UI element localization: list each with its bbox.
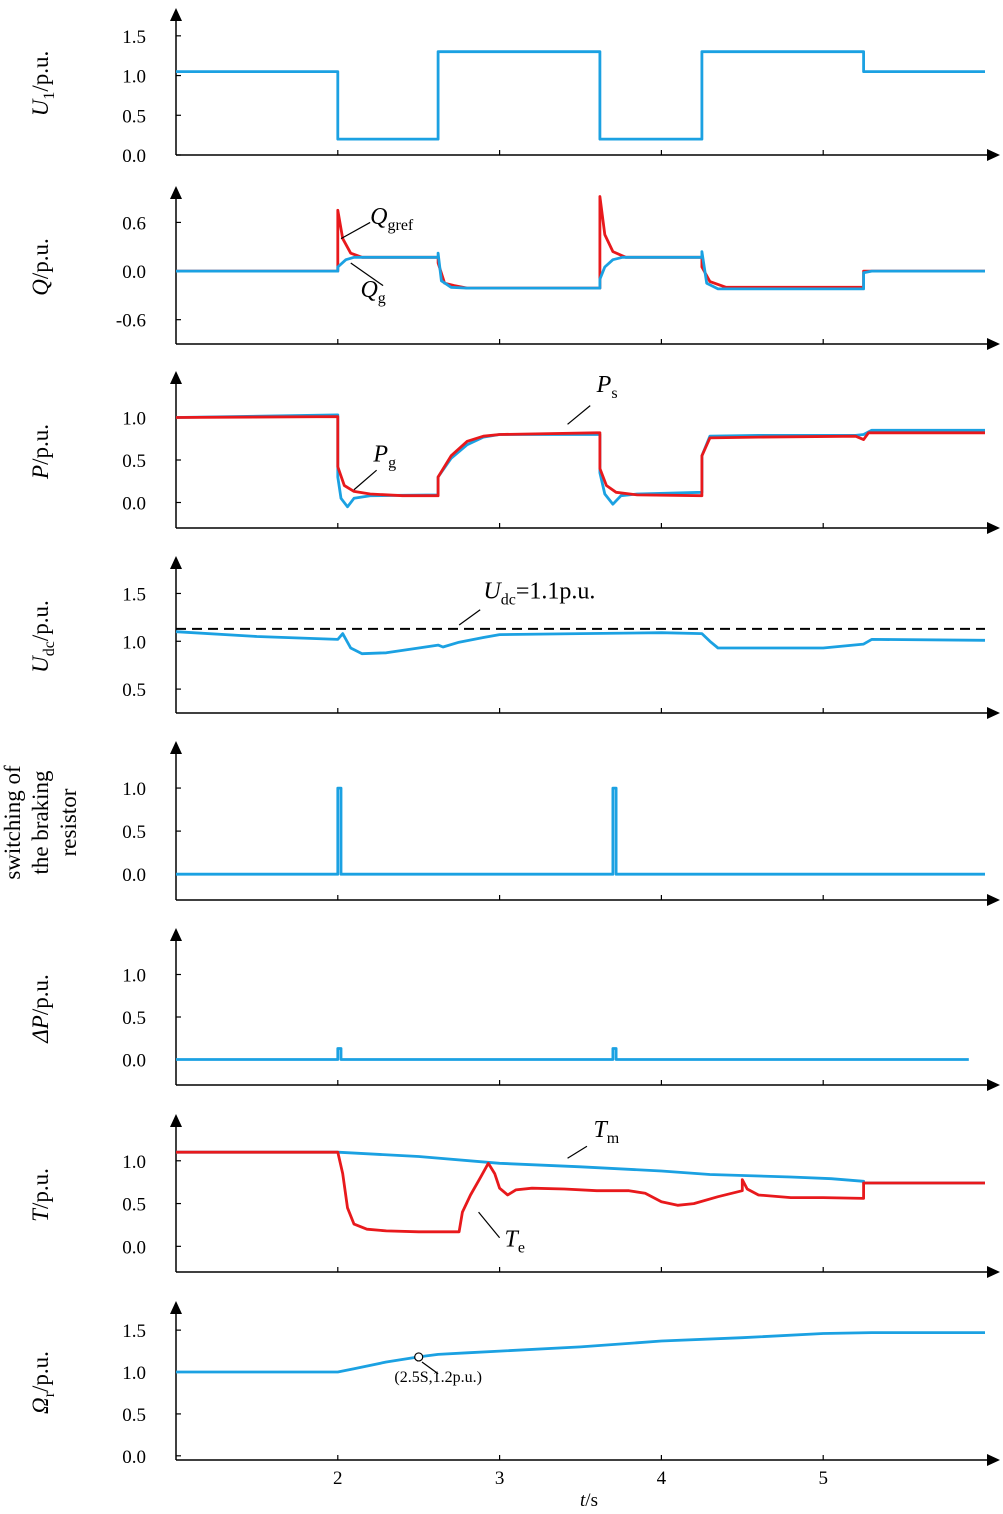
annotation-label: Qgref xyxy=(370,204,414,234)
x-tick-label: 2 xyxy=(333,1468,343,1489)
y-axis-label: P/p.u. xyxy=(28,424,53,480)
y-axis-arrow xyxy=(170,741,182,754)
y-tick-label: 0.5 xyxy=(122,1008,146,1029)
y-tick-label: 1.0 xyxy=(122,409,146,430)
x-axis-arrow xyxy=(987,522,1000,534)
y-axis-arrow xyxy=(170,8,182,21)
panel-dp: 0.0 0.5 1.0 ΔP/p.u. xyxy=(28,928,1000,1091)
y-axis-arrow xyxy=(170,371,182,384)
panel-omega: 2 3 4 5 0.0 0.5 1.0 1.5 Ωr/p.u. (2.5S,1.2p.u.) xyxy=(28,1301,1000,1489)
series-line-red xyxy=(175,415,985,498)
y-tick-label: 0.5 xyxy=(122,1195,146,1216)
x-axis-arrow xyxy=(987,707,1000,719)
annotation-leader xyxy=(340,221,371,240)
y-axis-label: Q/p.u. xyxy=(28,238,53,296)
y-axis-label: Ωr/p.u. xyxy=(28,1351,58,1414)
y-tick-label: 0.5 xyxy=(122,451,146,472)
y-axis-label: U1/p.u. xyxy=(28,51,58,117)
y-tick-label: 1.0 xyxy=(122,779,146,800)
series-line-blue xyxy=(176,50,985,141)
x-axis-arrow xyxy=(987,894,1000,906)
series-line-blue xyxy=(176,250,985,291)
y-tick-label: 0.5 xyxy=(122,680,146,701)
panel-q: -0.6 0.0 0.6 Q/p.u. Qgref Qg xyxy=(28,186,1000,350)
y-tick-label: 0.5 xyxy=(122,106,146,127)
y-tick-label: 1.0 xyxy=(122,67,146,88)
x-axis-arrow xyxy=(987,1079,1000,1091)
panel-t: 0.0 0.5 1.0 T/p.u. Tm Te xyxy=(28,1114,1000,1278)
x-axis-arrow xyxy=(987,1266,1000,1278)
x-tick-label: 5 xyxy=(818,1468,828,1489)
series-line-blue xyxy=(176,1047,969,1061)
y-tick-label: 0.0 xyxy=(122,865,146,886)
y-tick-label: 0.0 xyxy=(122,1051,146,1072)
y-tick-label: 1.0 xyxy=(122,1152,146,1173)
y-tick-label: 1.5 xyxy=(122,584,146,605)
annotation-label: Udc=1.1p.u. xyxy=(483,578,595,608)
series-line-blue xyxy=(176,786,985,876)
annotation-leader xyxy=(567,1145,588,1159)
y-tick-label: 1.5 xyxy=(122,27,146,48)
panel-u1: 0.0 0.5 1.0 1.5 U1/p.u. xyxy=(28,8,1000,167)
annotation-label: Tm xyxy=(593,1117,619,1147)
y-axis-label-line: switching of xyxy=(0,765,25,880)
y-axis-label: T/p.u. xyxy=(28,1168,53,1222)
y-axis-arrow xyxy=(170,186,182,199)
y-axis-arrow xyxy=(170,1114,182,1127)
y-tick-label: 0.6 xyxy=(122,213,146,234)
y-tick-label: 0.5 xyxy=(122,1405,146,1426)
y-tick-label: 1.0 xyxy=(122,632,146,653)
panel-brake: 0.0 0.5 1.0 switching of the braking resistor xyxy=(0,741,1000,906)
y-tick-label: 1.0 xyxy=(122,966,146,987)
annotation-label: Qg xyxy=(360,277,385,307)
y-tick-label: 1.5 xyxy=(122,1321,146,1342)
panel-p: 0.0 0.5 1.0 P/p.u. Pg Ps xyxy=(28,371,1000,534)
y-axis-arrow xyxy=(170,1301,182,1314)
y-axis-label: Udc/p.u. xyxy=(28,600,58,673)
y-tick-label: -0.6 xyxy=(116,311,146,332)
annotation-label: Ps xyxy=(596,372,618,402)
series-line-blue xyxy=(176,1331,985,1374)
annotation-leader xyxy=(478,1211,501,1239)
annotation-label: Pg xyxy=(372,442,396,472)
x-axis-arrow xyxy=(987,1454,1000,1466)
series-line-red xyxy=(176,1150,985,1234)
y-tick-label: 0.0 xyxy=(122,262,146,283)
y-tick-label: 0.5 xyxy=(122,822,146,843)
annotation-leader xyxy=(567,405,591,425)
panel-udc: 0.5 1.0 1.5 Udc/p.u. Udc=1.1p.u. xyxy=(28,556,1000,719)
annotation-leader xyxy=(458,609,481,626)
data-marker xyxy=(414,1352,424,1362)
chart-panels: 0.0 0.5 1.0 1.5 U1/p.u. -0.6 0.0 0.6 Q/p.u. Qgref… xyxy=(0,8,1000,1489)
y-tick-label: 0.0 xyxy=(122,494,146,515)
y-axis-arrow xyxy=(170,556,182,569)
x-tick-label: 4 xyxy=(657,1468,667,1489)
annotation-label: Te xyxy=(504,1226,524,1256)
annotation-leader xyxy=(350,262,384,287)
y-axis-arrow xyxy=(170,928,182,941)
y-axis-label-line: the braking xyxy=(28,770,53,875)
y-axis-label: ΔP/p.u. xyxy=(28,974,53,1043)
y-tick-label: 0.0 xyxy=(122,1447,146,1468)
series-line-blue xyxy=(175,630,986,656)
series-line-blue xyxy=(175,413,985,509)
y-tick-label: 1.0 xyxy=(122,1363,146,1384)
marker-label: (2.5S,1.2p.u.) xyxy=(394,1369,482,1386)
y-tick-label: 0.0 xyxy=(122,146,146,167)
y-axis-label-line: resistor xyxy=(56,788,81,856)
annotation-leader xyxy=(353,469,378,491)
x-axis-arrow xyxy=(987,149,1000,161)
x-tick-label: 3 xyxy=(495,1468,505,1489)
marker-leader xyxy=(421,1361,439,1375)
series-line-blue xyxy=(176,1150,985,1185)
y-tick-label: 0.0 xyxy=(122,1237,146,1258)
x-axis-label: t/s xyxy=(580,1490,598,1511)
x-axis-arrow xyxy=(987,338,1000,350)
